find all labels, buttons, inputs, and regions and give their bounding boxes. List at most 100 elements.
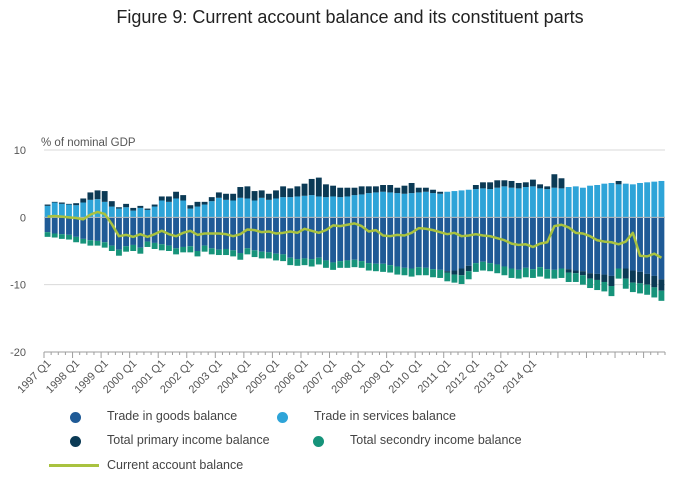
bar-trade-in-services-balance xyxy=(194,206,201,218)
bar-total-secondry-income-balance xyxy=(422,267,429,276)
bar-total-secondry-income-balance xyxy=(358,261,365,268)
bar-trade-in-services-balance xyxy=(358,194,365,218)
bar-total-primary-income-balance xyxy=(223,193,229,200)
bar-trade-in-goods-balance xyxy=(344,217,351,261)
bar-total-primary-income-balance xyxy=(394,187,401,194)
bar-total-primary-income-balance xyxy=(387,185,394,193)
bar-trade-in-services-balance xyxy=(601,183,608,218)
bar-total-secondry-income-balance xyxy=(508,268,515,278)
bar-total-secondry-income-balance xyxy=(66,234,72,240)
bar-trade-in-goods-balance xyxy=(587,217,593,274)
bar-trade-in-goods-balance xyxy=(644,217,651,274)
bar-trade-in-services-balance xyxy=(365,193,372,218)
bar-total-primary-income-balance xyxy=(565,269,572,273)
bar-total-secondry-income-balance xyxy=(365,263,372,271)
bar-trade-in-services-balance xyxy=(44,205,51,218)
bar-trade-in-services-balance xyxy=(187,208,194,218)
bar-trade-in-services-balance xyxy=(123,207,130,218)
bar-trade-in-services-balance xyxy=(472,189,479,218)
bar-total-primary-income-balance xyxy=(380,185,386,192)
bar-total-primary-income-balance xyxy=(444,271,451,273)
bar-trade-in-services-balance xyxy=(401,193,408,218)
bar-total-primary-income-balance xyxy=(215,192,222,198)
bar-total-secondry-income-balance xyxy=(608,286,615,297)
bar-total-primary-income-balance xyxy=(472,185,479,190)
bar-total-primary-income-balance xyxy=(123,203,130,208)
bar-trade-in-services-balance xyxy=(458,190,465,218)
bar-trade-in-services-balance xyxy=(287,197,294,218)
bar-trade-in-goods-balance xyxy=(337,217,344,262)
bar-total-primary-income-balance xyxy=(622,268,629,279)
bar-trade-in-services-balance xyxy=(344,196,351,218)
bar-trade-in-services-balance xyxy=(629,184,636,218)
bar-total-primary-income-balance xyxy=(137,205,144,208)
bar-trade-in-goods-balance xyxy=(637,217,643,272)
bar-total-secondry-income-balance xyxy=(165,245,172,251)
bar-total-primary-income-balance xyxy=(265,193,272,200)
bar-total-secondry-income-balance xyxy=(651,287,658,298)
bar-total-primary-income-balance xyxy=(408,182,415,194)
bar-total-secondry-income-balance xyxy=(629,282,636,293)
bar-trade-in-goods-balance xyxy=(265,217,272,253)
bar-total-secondry-income-balance xyxy=(415,267,422,276)
bar-trade-in-goods-balance xyxy=(458,217,465,269)
bar-total-primary-income-balance xyxy=(601,274,608,282)
bar-total-primary-income-balance xyxy=(201,201,208,205)
bar-trade-in-services-balance xyxy=(273,198,279,218)
bar-total-secondry-income-balance xyxy=(101,242,108,248)
bar-total-secondry-income-balance xyxy=(487,263,494,272)
bar-total-secondry-income-balance xyxy=(615,268,622,279)
bar-total-primary-income-balance xyxy=(237,187,244,198)
bar-trade-in-services-balance xyxy=(430,193,436,218)
bar-total-secondry-income-balance xyxy=(130,244,137,251)
bar-total-primary-income-balance xyxy=(558,178,565,189)
bar-trade-in-goods-balance xyxy=(622,217,629,269)
chart-title: Figure 9: Current account balance and it… xyxy=(116,7,584,27)
bar-total-secondry-income-balance xyxy=(387,265,394,273)
bar-total-secondry-income-balance xyxy=(408,268,415,277)
bar-trade-in-services-balance xyxy=(408,193,415,218)
bar-total-primary-income-balance xyxy=(73,203,80,206)
bar-trade-in-services-balance xyxy=(415,192,422,218)
bar-total-secondry-income-balance xyxy=(137,247,144,254)
bar-trade-in-services-balance xyxy=(215,197,222,218)
bar-trade-in-services-balance xyxy=(537,188,544,218)
bar-total-secondry-income-balance xyxy=(594,279,601,291)
bar-total-primary-income-balance xyxy=(337,187,344,198)
bar-trade-in-services-balance xyxy=(501,186,508,218)
bar-total-secondry-income-balance xyxy=(372,263,379,272)
line-current-account-balance xyxy=(47,210,663,259)
bar-trade-in-goods-balance xyxy=(365,217,372,264)
bar-total-primary-income-balance xyxy=(251,191,258,201)
bar-total-primary-income-balance xyxy=(244,186,251,199)
bar-total-secondry-income-balance xyxy=(401,267,408,276)
bar-total-secondry-income-balance xyxy=(515,269,522,279)
bar-trade-in-goods-balance xyxy=(287,217,294,258)
bar-trade-in-goods-balance xyxy=(465,217,472,266)
bar-total-secondry-income-balance xyxy=(522,267,529,278)
bar-total-secondry-income-balance xyxy=(230,250,237,257)
bar-trade-in-services-balance xyxy=(494,187,501,218)
bar-trade-in-goods-balance xyxy=(130,217,137,245)
bar-total-primary-income-balance xyxy=(480,182,486,189)
bar-trade-in-services-balance xyxy=(522,187,529,218)
bar-trade-in-goods-balance xyxy=(551,217,558,270)
bar-trade-in-services-balance xyxy=(58,203,65,218)
bar-trade-in-goods-balance xyxy=(501,217,508,267)
bar-total-primary-income-balance xyxy=(287,188,294,198)
bar-trade-in-goods-balance xyxy=(394,217,401,267)
bar-trade-in-goods-balance xyxy=(165,217,172,246)
bar-trade-in-services-balance xyxy=(165,201,172,218)
bar-trade-in-goods-balance xyxy=(58,217,65,235)
bar-trade-in-goods-balance xyxy=(530,217,536,270)
bar-trade-in-services-balance xyxy=(323,197,329,218)
bar-total-secondry-income-balance xyxy=(572,273,579,282)
bar-total-primary-income-balance xyxy=(430,189,436,194)
bar-trade-in-goods-balance xyxy=(123,217,130,247)
bar-trade-in-services-balance xyxy=(651,181,658,218)
bar-total-primary-income-balance xyxy=(294,186,301,197)
y-tick-label: -10 xyxy=(10,280,26,292)
bar-trade-in-services-balance xyxy=(258,197,265,218)
bar-total-primary-income-balance xyxy=(515,182,522,189)
